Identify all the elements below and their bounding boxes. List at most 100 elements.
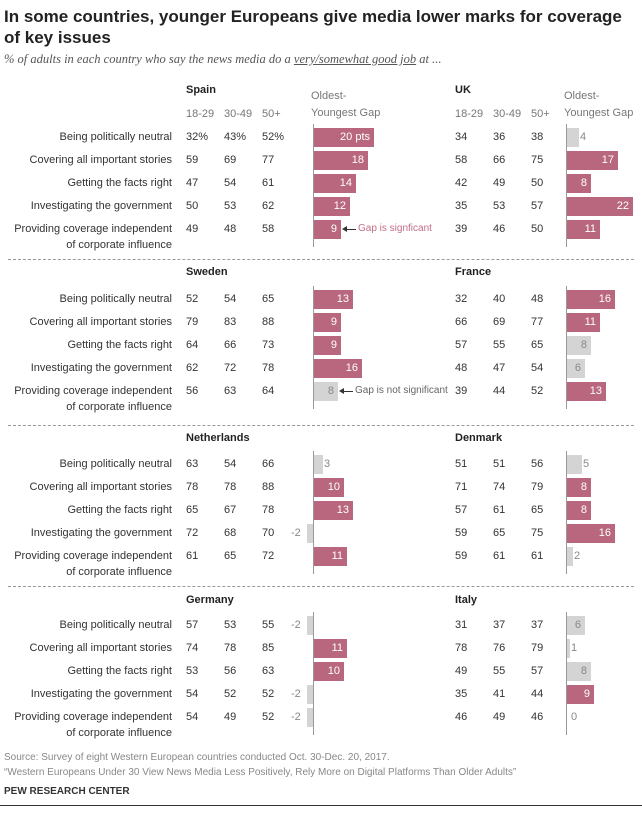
value-cell: 78 xyxy=(224,481,237,493)
gap-label: 0 xyxy=(571,711,578,723)
gap-bar xyxy=(314,662,344,681)
value-cell: 43% xyxy=(224,131,247,143)
value-cell: 50 xyxy=(531,177,544,189)
row-label: Providing coverage independent of corpora… xyxy=(14,384,172,414)
value-cell: 54 xyxy=(224,458,237,470)
value-cell: 50 xyxy=(531,223,544,235)
value-cell: 72 xyxy=(186,527,199,539)
value-cell: 67 xyxy=(224,504,237,516)
gap-label: 8 xyxy=(580,665,587,677)
value-cell: 34 xyxy=(455,131,468,143)
gap-bar xyxy=(314,547,347,566)
value-cell: 31 xyxy=(455,619,468,631)
row-label-line: Providing coverage independent xyxy=(14,223,172,235)
country-name: Netherlands xyxy=(186,432,250,444)
value-cell: 57 xyxy=(455,339,468,351)
gap-label: 17 xyxy=(601,154,614,166)
value-cell: 32% xyxy=(186,131,209,143)
value-cell: 52 xyxy=(262,711,275,723)
gap-label: -2 xyxy=(291,688,301,700)
row-label: Covering all important stories xyxy=(30,153,172,167)
row-label-line: Getting the facts right xyxy=(67,177,172,189)
subtitle-emphasis: very/somewhat good job xyxy=(293,52,417,66)
gap-bar xyxy=(307,685,313,704)
gap-bar xyxy=(314,197,350,216)
value-cell: 50 xyxy=(186,200,199,212)
value-cell: 54 xyxy=(186,711,199,723)
value-cell: 32 xyxy=(455,293,468,305)
value-cell: 37 xyxy=(493,619,506,631)
row-label: Investigating the government xyxy=(31,687,172,701)
row-label-line: Investigating the government xyxy=(30,362,172,374)
value-cell: 71 xyxy=(455,481,468,493)
gap-bar xyxy=(567,501,591,520)
gap-bar xyxy=(314,174,356,193)
value-cell: 55 xyxy=(262,619,275,631)
value-cell: 54 xyxy=(531,362,544,374)
value-cell: 88 xyxy=(262,316,275,328)
row-label-line: of corporate influence xyxy=(66,566,172,578)
row-label-line: Investigating the government xyxy=(30,688,172,700)
value-cell: 70 xyxy=(262,527,275,539)
gap-label: 16 xyxy=(598,527,611,539)
gap-label: 13 xyxy=(336,504,349,516)
row-label-line: of corporate influence xyxy=(66,239,172,251)
row-label-line: Being politically neutral xyxy=(59,293,172,305)
value-cell: 53 xyxy=(224,200,237,212)
column-header: 30-49 xyxy=(493,108,522,120)
gap-bar xyxy=(314,455,323,474)
value-cell: 66 xyxy=(493,154,506,166)
section-divider xyxy=(8,259,634,260)
gap-bar xyxy=(567,639,570,658)
value-cell: 83 xyxy=(224,316,237,328)
value-cell: 35 xyxy=(455,688,468,700)
value-cell: 63 xyxy=(224,385,237,397)
gap-bar xyxy=(567,547,573,566)
subtitle-text-end: at ... xyxy=(416,52,442,66)
annotation-arrowhead xyxy=(342,226,347,232)
gap-bar xyxy=(307,616,313,635)
column-header: 18-29 xyxy=(455,108,484,120)
value-cell: 78 xyxy=(455,642,468,654)
value-cell: 47 xyxy=(186,177,199,189)
value-cell: 79 xyxy=(186,316,199,328)
value-cell: 72 xyxy=(224,362,237,374)
value-cell: 72 xyxy=(262,550,275,562)
value-cell: 69 xyxy=(493,316,506,328)
row-label-line: Being politically neutral xyxy=(59,458,172,470)
gap-bar xyxy=(567,478,591,497)
gap-label: 8 xyxy=(580,339,587,351)
gap-bar xyxy=(567,685,594,704)
gap-bar xyxy=(314,128,374,147)
value-cell: 53 xyxy=(493,200,506,212)
row-label-line: Investigating the government xyxy=(30,527,172,539)
subtitle-text: % of adults in each country who say the … xyxy=(4,52,294,66)
gap-bar xyxy=(567,290,615,309)
gap-axis xyxy=(313,612,314,735)
annotation-text: Gap is not significant xyxy=(355,385,448,396)
gap-label: 2 xyxy=(574,550,581,562)
gap-bar xyxy=(307,524,313,543)
value-cell: 39 xyxy=(455,223,468,235)
gap-label: 16 xyxy=(598,293,611,305)
gap-bar xyxy=(314,336,341,355)
gap-label: 11 xyxy=(331,550,343,562)
value-cell: 66 xyxy=(262,458,275,470)
gap-bar xyxy=(567,662,591,681)
value-cell: 85 xyxy=(262,642,275,654)
value-cell: 61 xyxy=(493,550,506,562)
gap-bar xyxy=(314,313,341,332)
gap-label: 11 xyxy=(584,223,596,235)
row-label: Covering all important stories xyxy=(30,480,172,494)
gap-bar xyxy=(567,382,606,401)
column-header: 30-49 xyxy=(224,108,253,120)
row-label-line: of corporate influence xyxy=(66,727,172,739)
gap-label: 9 xyxy=(330,339,337,351)
value-cell: 77 xyxy=(262,154,275,166)
gap-bar xyxy=(314,151,368,170)
gap-label: 6 xyxy=(574,619,581,631)
value-cell: 78 xyxy=(186,481,199,493)
column-header: 18-29 xyxy=(186,108,215,120)
column-header: 50+ xyxy=(531,108,550,120)
row-label: Investigating the government xyxy=(31,199,172,213)
